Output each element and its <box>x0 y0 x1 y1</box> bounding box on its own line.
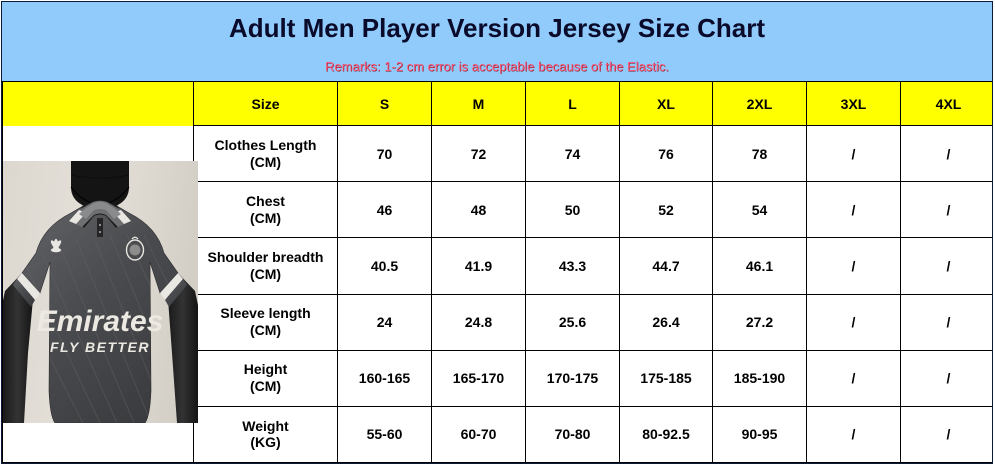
svg-text:Emirates: Emirates <box>37 305 164 338</box>
svg-text:FLY BETTER: FLY BETTER <box>50 339 150 355</box>
